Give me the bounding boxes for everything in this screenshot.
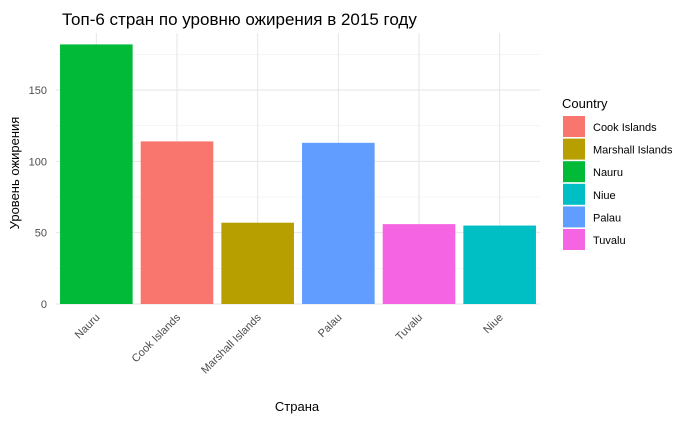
legend-label: Marshall Islands [593,145,673,157]
y-tick-label: 0 [41,299,47,311]
legend-label: Niue [593,190,616,202]
x-tick-label: Nauru [73,312,103,342]
legend-label: Cook Islands [593,122,657,134]
legend: Country Cook Islands Marshall Islands Naur… [562,96,673,250]
y-tick-label: 100 [29,156,47,168]
legend-key-nauru [563,161,585,183]
bar-palau [302,142,375,304]
legend-key-cook-islands [563,116,585,137]
legend-key-palau [563,206,585,228]
x-axis-title: Страна [275,399,320,414]
y-axis-title: Уровень ожирения [7,117,22,230]
x-tick-label: Palau [316,312,344,340]
y-axis-ticks: 0 50 100 150 [29,85,47,311]
bars [60,44,536,305]
bar-tuvalu [382,224,456,304]
chart-title: Топ-6 стран по уровню ожирения в 2015 го… [62,10,417,29]
legend-label: Palau [593,212,621,224]
x-tick-label: Tuvalu [394,312,426,344]
legend-label: Nauru [593,167,623,179]
x-tick-label: Cook Islands [130,311,184,365]
x-tick-label: Niue [481,312,505,336]
bar-marshall-islands [221,222,294,304]
x-tick-label: Marshall Islands [199,311,264,376]
y-tick-label: 50 [35,228,47,240]
bar-cook-islands [140,141,214,304]
legend-key-niue [563,183,585,205]
bar-niue [463,225,536,304]
legend-title: Country [562,96,608,111]
legend-key-tuvalu [563,229,585,250]
legend-key-marshall-islands [563,138,585,160]
legend-label: Tuvalu [593,235,626,247]
x-axis-ticks: Nauru Cook Islands Marshall Islands Palau Tu… [73,311,506,376]
bar-nauru [60,44,133,305]
y-tick-label: 150 [29,85,47,97]
